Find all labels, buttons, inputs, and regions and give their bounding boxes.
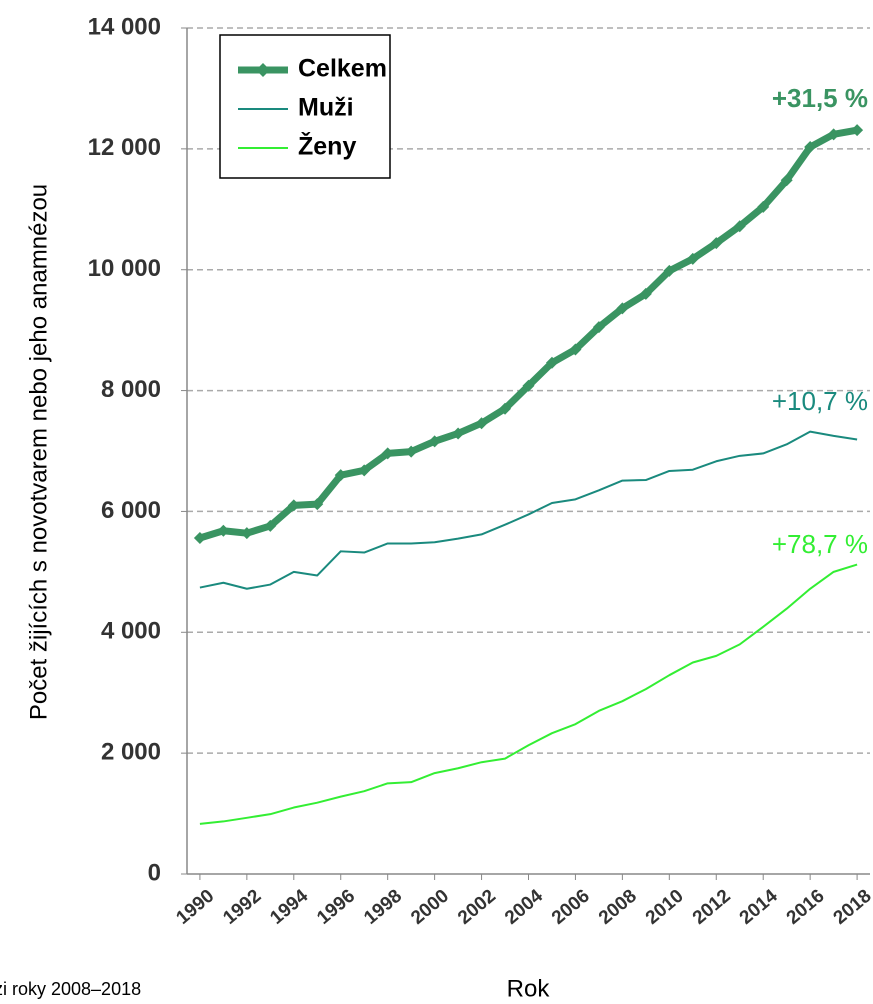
data-marker <box>452 427 465 440</box>
legend-label: Ženy <box>298 131 356 161</box>
y-axis-title: Počet žijících s novotvarem nebo jeho an… <box>25 184 52 720</box>
x-tick-label: 2002 <box>454 886 500 929</box>
x-tick-label: 2008 <box>595 886 641 929</box>
data-marker <box>522 379 535 392</box>
data-marker <box>475 417 488 430</box>
data-marker <box>757 200 770 213</box>
data-marker <box>592 321 605 334</box>
x-tick-label: 1996 <box>313 886 359 929</box>
y-tick-label: 14 000 <box>88 13 161 40</box>
x-tick-label: 2016 <box>783 886 829 929</box>
data-marker <box>428 435 441 448</box>
data-marker <box>569 343 582 356</box>
x-axis-title: Rok <box>507 975 551 1002</box>
annotation: +31,5 % <box>772 83 868 113</box>
annotation: +10,7 % <box>772 386 868 416</box>
y-tick-label: 2 000 <box>101 738 161 765</box>
data-marker <box>240 527 253 540</box>
data-marker <box>217 524 230 537</box>
data-marker <box>710 237 723 250</box>
x-tick-label: 2004 <box>501 885 547 929</box>
series-line <box>199 563 858 825</box>
data-marker <box>733 220 746 233</box>
x-tick-label: 2006 <box>548 886 594 929</box>
x-tick-label: 2000 <box>407 886 453 929</box>
y-tick-label: 10 000 <box>88 255 161 282</box>
y-tick-label: 6 000 <box>101 497 161 524</box>
legend-label: Muži <box>298 94 354 122</box>
x-tick-label: 2012 <box>689 886 735 929</box>
x-tick-label: 1994 <box>266 885 312 929</box>
x-tick-label: 2018 <box>830 886 873 929</box>
data-marker <box>804 141 817 154</box>
data-marker <box>358 464 371 477</box>
x-tick-label: 1990 <box>172 886 218 929</box>
data-marker <box>686 252 699 265</box>
y-tick-label: 8 000 <box>101 376 161 403</box>
data-marker <box>334 469 347 482</box>
y-tick-label: 12 000 <box>88 134 161 161</box>
data-marker <box>405 445 418 458</box>
series-line <box>199 430 858 590</box>
annotation: +78,7 % <box>772 529 868 559</box>
x-tick-label: 2014 <box>736 885 782 929</box>
legend-marker <box>256 63 270 77</box>
legend-box <box>219 34 391 179</box>
data-marker <box>639 287 652 300</box>
series-line <box>198 126 858 542</box>
x-tick-label: 1992 <box>219 886 265 929</box>
x-tick-label: 2010 <box>642 886 688 929</box>
legend-label: Celkem <box>298 55 387 83</box>
data-marker <box>545 356 558 369</box>
data-marker <box>193 532 206 545</box>
data-marker <box>311 498 324 511</box>
y-tick-label: 4 000 <box>101 618 161 645</box>
data-marker <box>264 519 277 532</box>
data-marker <box>616 302 629 315</box>
data-marker <box>381 447 394 460</box>
data-marker <box>663 264 676 277</box>
x-tick-label: 1998 <box>360 886 406 929</box>
y-tick-label: 0 <box>148 859 161 886</box>
footnote: zi roky 2008–2018 <box>0 979 141 999</box>
data-marker <box>851 124 864 137</box>
data-marker <box>827 128 840 141</box>
data-marker <box>287 499 300 512</box>
data-marker <box>499 402 512 415</box>
data-marker <box>780 174 793 187</box>
